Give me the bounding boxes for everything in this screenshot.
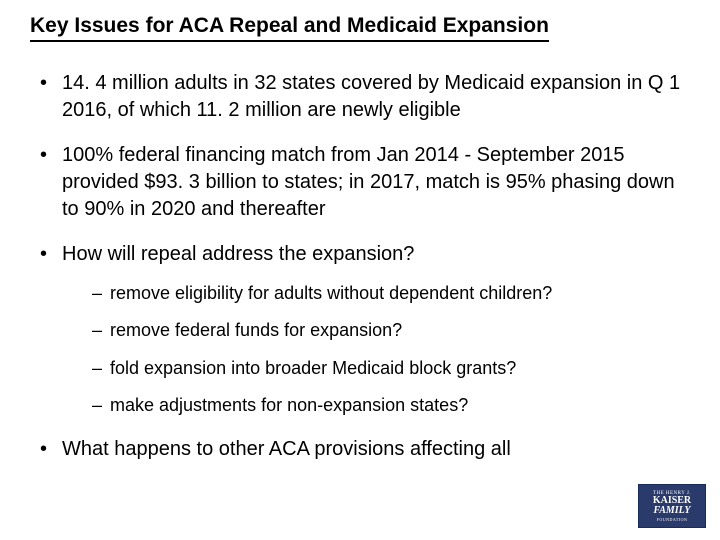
bullet-text: What happens to other ACA provisions aff… (62, 438, 511, 460)
logo-line: FOUNDATION (657, 517, 688, 522)
slide-title: Key Issues for ACA Repeal and Medicaid E… (30, 14, 549, 42)
sub-bullet-text: remove federal funds for expansion? (110, 320, 402, 340)
bullet-item: What happens to other ACA provisions aff… (40, 436, 690, 463)
logo-line: KAISER (653, 496, 691, 506)
slide-content: Key Issues for ACA Repeal and Medicaid E… (0, 0, 720, 463)
sub-bullet-item: fold expansion into broader Medicaid blo… (92, 357, 690, 380)
sub-bullet-item: remove federal funds for expansion? (92, 319, 690, 342)
sub-bullet-text: fold expansion into broader Medicaid blo… (110, 358, 516, 378)
sub-bullet-list: remove eligibility for adults without de… (62, 282, 690, 418)
bullet-text: 100% federal financing match from Jan 20… (62, 144, 675, 220)
sub-bullet-text: remove eligibility for adults without de… (110, 283, 552, 303)
bullet-item: 100% federal financing match from Jan 20… (40, 142, 690, 223)
bullet-item: 14. 4 million adults in 32 states covere… (40, 70, 690, 124)
sub-bullet-text: make adjustments for non-expansion state… (110, 395, 468, 415)
kaiser-logo: THE HENRY J. KAISER FAMILY FOUNDATION (638, 484, 706, 528)
bullet-list: 14. 4 million adults in 32 states covere… (30, 70, 690, 463)
sub-bullet-item: make adjustments for non-expansion state… (92, 394, 690, 417)
sub-bullet-item: remove eligibility for adults without de… (92, 282, 690, 305)
logo-line: FAMILY (653, 506, 690, 516)
bullet-text: How will repeal address the expansion? (62, 243, 414, 265)
bullet-text: 14. 4 million adults in 32 states covere… (62, 72, 680, 121)
bullet-item: How will repeal address the expansion? r… (40, 241, 690, 418)
